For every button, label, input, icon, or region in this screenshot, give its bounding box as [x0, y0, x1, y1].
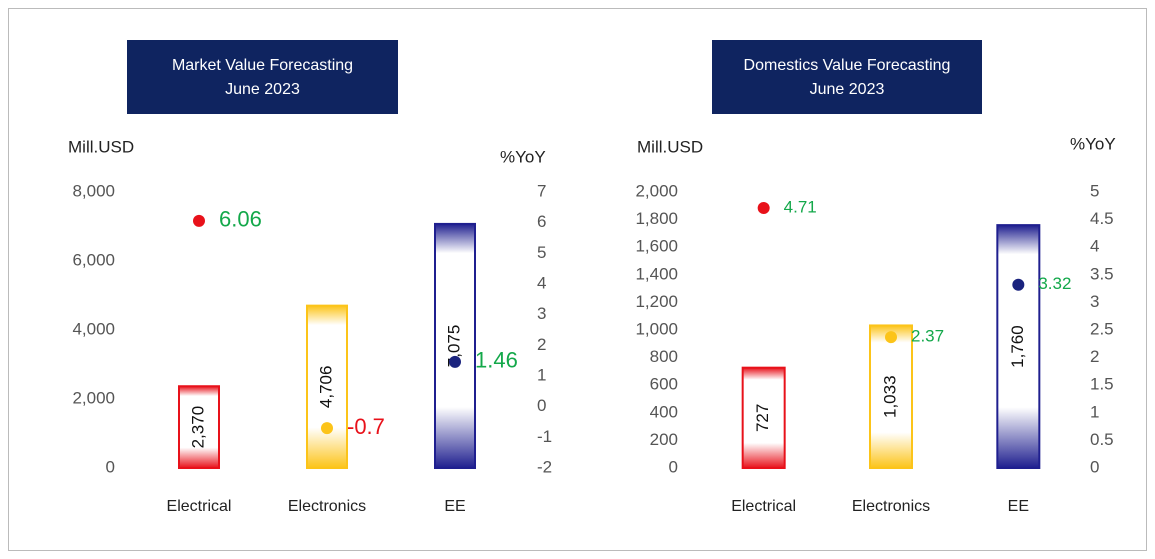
yoy-label: -0.7 — [347, 414, 385, 439]
bar — [996, 224, 1041, 469]
yoy-dot — [1012, 278, 1025, 291]
y2-tick-label: 0 — [1090, 457, 1099, 476]
bar — [869, 324, 913, 470]
y-tick-label: 8,000 — [72, 181, 115, 200]
chart-subtitle: June 2023 — [225, 81, 300, 98]
y-tick-label: 1,200 — [635, 292, 678, 311]
y-tick-label: 2,000 — [72, 388, 115, 407]
y2-tick-label: 2 — [1090, 347, 1099, 366]
x-tick-label: Electrical — [167, 498, 232, 515]
y-tick-label: 1,400 — [635, 264, 678, 283]
y2-tick-label: 4 — [1090, 237, 1099, 256]
yoy-dot — [449, 355, 461, 368]
y-axis-label: Mill.USD — [637, 137, 703, 156]
y2-tick-label: 6 — [537, 212, 546, 231]
y-tick-label: 600 — [650, 375, 678, 394]
bar-value-label: 4,706 — [316, 366, 335, 409]
y2-tick-label: 0.5 — [1090, 430, 1114, 449]
yoy-dot — [885, 331, 897, 344]
y2-tick-label: 1 — [537, 365, 546, 384]
chart-title: Domestics Value Forecasting — [744, 57, 951, 74]
chart-title: Market Value Forecasting — [172, 57, 353, 74]
y2-tick-label: 4 — [537, 273, 546, 292]
y2-axis-label: %YoY — [500, 147, 546, 166]
x-tick-label: EE — [444, 498, 465, 515]
y2-tick-label: 1.5 — [1090, 375, 1114, 394]
y-tick-label: 2,000 — [635, 181, 678, 200]
y2-tick-label: 2.5 — [1090, 319, 1114, 338]
bar — [178, 385, 220, 469]
yoy-label: 6.06 — [219, 207, 262, 232]
y-tick-label: 4,000 — [72, 319, 115, 338]
yoy-label: 1.46 — [475, 348, 518, 373]
y2-tick-label: 7 — [537, 181, 546, 200]
y2-tick-label: 5 — [537, 243, 546, 262]
y-tick-label: 1,600 — [635, 237, 678, 256]
yoy-dot — [757, 202, 770, 215]
y-tick-label: 200 — [650, 430, 678, 449]
x-tick-label: EE — [1008, 498, 1029, 515]
y-tick-label: 6,000 — [72, 250, 115, 269]
yoy-label: 3.32 — [1038, 274, 1071, 293]
y2-tick-label: 2 — [537, 335, 546, 354]
x-tick-label: Electronics — [288, 498, 366, 515]
y-axis-label: Mill.USD — [68, 137, 134, 156]
y-tick-label: 1,800 — [635, 209, 678, 228]
y2-tick-label: -1 — [537, 427, 552, 446]
y-tick-label: 1,000 — [635, 319, 678, 338]
bar — [741, 366, 786, 470]
y2-tick-label: 5 — [1090, 181, 1099, 200]
x-tick-label: Electronics — [852, 498, 930, 515]
bar — [434, 222, 476, 469]
title-box — [127, 40, 398, 114]
y-tick-label: 0 — [669, 457, 678, 476]
y2-tick-label: 0 — [537, 396, 546, 415]
y2-tick-label: -2 — [537, 457, 552, 476]
y-tick-label: 800 — [650, 347, 678, 366]
y-tick-label: 0 — [106, 457, 115, 476]
yoy-label: 4.71 — [784, 197, 817, 216]
chart-subtitle: June 2023 — [810, 81, 885, 98]
bar-value-label: 1,033 — [880, 375, 899, 418]
bar-value-label: 727 — [753, 404, 772, 432]
yoy-dot — [321, 422, 333, 435]
y2-tick-label: 4.5 — [1090, 209, 1114, 228]
bar-value-label: 1,760 — [1008, 325, 1027, 368]
y2-axis-label: %YoY — [1070, 134, 1116, 153]
y-tick-label: 400 — [650, 402, 678, 421]
y2-tick-label: 3 — [537, 304, 546, 323]
y2-tick-label: 1 — [1090, 402, 1099, 421]
bar — [306, 304, 348, 469]
y2-tick-label: 3 — [1090, 292, 1099, 311]
bar-value-label: 2,370 — [188, 406, 207, 449]
bar-value-label: 7,075 — [444, 325, 463, 368]
y2-tick-label: 3.5 — [1090, 264, 1114, 283]
title-box — [712, 40, 982, 114]
yoy-label: 2.37 — [911, 327, 944, 346]
yoy-dot — [193, 214, 205, 227]
x-tick-label: Electrical — [731, 498, 796, 515]
